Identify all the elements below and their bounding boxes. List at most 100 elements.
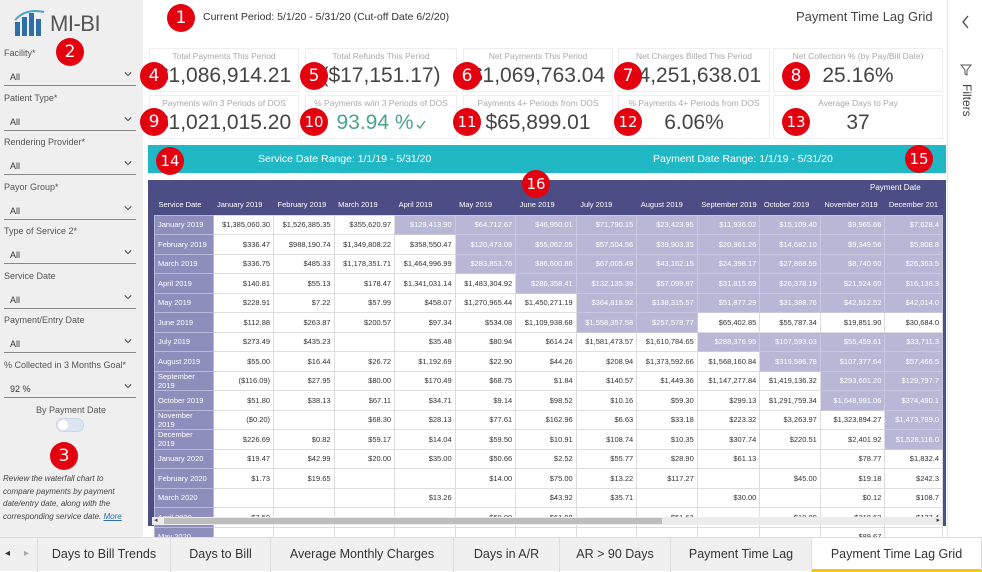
matrix-cell[interactable]: $75.00 (515, 468, 577, 489)
matrix-cell[interactable]: $226.69 (212, 429, 275, 450)
row-header[interactable]: February 2019 (154, 234, 214, 255)
matrix-cell[interactable]: $10.91 (515, 429, 577, 450)
matrix-cell[interactable]: $55.00 (212, 351, 275, 372)
more-link[interactable]: More (103, 511, 122, 521)
filter-dropdown[interactable]: All (4, 156, 136, 175)
matrix-cell[interactable]: $1,526,385.35 (273, 214, 335, 235)
matrix-cell[interactable]: $57.99 (333, 292, 396, 313)
matrix-cell[interactable]: $374,490.1 (884, 390, 943, 411)
matrix-cell[interactable]: $80.94 (454, 331, 517, 352)
matrix-cell[interactable]: $257,578.77 (636, 312, 698, 333)
filters-pane[interactable]: Filters (947, 0, 982, 537)
matrix-cell[interactable]: $35.00 (394, 448, 456, 469)
matrix-cell[interactable]: $13.26 (394, 487, 456, 508)
matrix-cell[interactable]: $1,147,277.84 (696, 370, 761, 391)
matrix-cell[interactable]: $1,419,136.32 (759, 370, 821, 391)
row-header[interactable]: April 2019 (154, 273, 214, 294)
matrix-cell[interactable]: $30.00 (696, 487, 761, 508)
matrix-cell[interactable]: ($116.09) (212, 370, 275, 391)
matrix-cell[interactable] (273, 409, 335, 430)
matrix-cell[interactable]: $35.48 (394, 331, 456, 352)
tab-prev-icon[interactable]: ◂ (5, 548, 11, 559)
matrix-cell[interactable]: $51.80 (212, 390, 275, 411)
filter-dropdown[interactable]: All (4, 201, 136, 220)
matrix-cell[interactable]: $71,790.15 (575, 214, 638, 235)
column-header[interactable]: October 2019 (763, 200, 810, 210)
matrix-cell[interactable]: $39,903.35 (636, 234, 698, 255)
row-header[interactable]: October 2019 (154, 390, 214, 411)
matrix-cell[interactable]: $57,504.56 (575, 234, 638, 255)
filter-dropdown[interactable]: All (4, 334, 136, 353)
matrix-cell[interactable]: $26,378.19 (759, 273, 821, 294)
matrix-cell[interactable]: $11,936.02 (696, 214, 761, 235)
matrix-cell[interactable]: $132,135.39 (575, 273, 638, 294)
matrix-cell[interactable]: $59.17 (333, 429, 396, 450)
matrix-cell[interactable]: $358,550.47 (394, 234, 456, 255)
matrix-cell[interactable]: $64,712.67 (454, 214, 517, 235)
matrix-cell[interactable]: $59.50 (454, 429, 517, 450)
matrix-cell[interactable]: $1,192.69 (394, 351, 456, 372)
matrix-cell[interactable]: $988,190.74 (273, 234, 335, 255)
matrix-cell[interactable]: $242.3 (884, 468, 943, 489)
matrix-cell[interactable] (759, 448, 821, 469)
matrix-cell[interactable]: $1,270,965.44 (454, 292, 517, 313)
chevron-left-icon[interactable] (961, 15, 971, 29)
matrix-cell[interactable]: $24,398.17 (696, 253, 761, 274)
scrollbar-thumb[interactable] (164, 518, 662, 524)
matrix-cell[interactable] (333, 331, 396, 352)
matrix-cell[interactable]: $98.52 (515, 390, 577, 411)
matrix-cell[interactable]: $435.23 (273, 331, 335, 352)
matrix-cell[interactable]: $19.47 (212, 448, 275, 469)
matrix-cell[interactable]: $20,961.26 (696, 234, 761, 255)
matrix-cell[interactable]: $21,524.60 (819, 273, 886, 294)
matrix-cell[interactable]: $19.65 (273, 468, 335, 489)
matrix-cell[interactable]: $23,423.95 (636, 214, 698, 235)
matrix-cell[interactable]: $2.52 (515, 448, 577, 469)
row-header[interactable]: November 2019 (154, 409, 214, 430)
matrix-cell[interactable]: $364,818.92 (575, 292, 638, 313)
matrix-cell[interactable]: $14.00 (454, 468, 517, 489)
tab[interactable]: Days in A/R (454, 538, 560, 572)
filter-dropdown[interactable]: All (4, 290, 136, 309)
column-header[interactable]: September 2019 (701, 200, 757, 210)
column-header[interactable]: November 2019 (824, 200, 878, 210)
matrix-cell[interactable]: $1,558,357.58 (575, 312, 638, 333)
matrix-cell[interactable]: $6.63 (575, 409, 638, 430)
matrix-cell[interactable]: $140.81 (212, 273, 275, 294)
matrix-cell[interactable] (273, 487, 335, 508)
matrix-cell[interactable]: $220.51 (759, 429, 821, 450)
matrix-cell[interactable]: $0.12 (819, 487, 886, 508)
matrix-cell[interactable]: $14,682.10 (759, 234, 821, 255)
matrix-cell[interactable]: $3,263.97 (759, 409, 821, 430)
matrix-cell[interactable]: $57,099.87 (636, 273, 698, 294)
matrix-cell[interactable]: $78.77 (819, 448, 886, 469)
matrix-cell[interactable]: $336.75 (212, 253, 275, 274)
matrix-cell[interactable]: $16.44 (273, 351, 335, 372)
row-header[interactable]: June 2019 (154, 312, 214, 333)
matrix-cell[interactable]: $20.00 (333, 448, 396, 469)
matrix-cell[interactable]: $1,581,473.57 (575, 331, 638, 352)
matrix-cell[interactable]: $55.13 (273, 273, 335, 294)
matrix-cell[interactable]: $1,610,784.65 (636, 331, 698, 352)
matrix-cell[interactable]: $129,413.90 (394, 214, 456, 235)
matrix-cell[interactable]: $5,808.8 (884, 234, 943, 255)
scroll-left-icon[interactable]: ◂ (154, 517, 158, 524)
matrix-cell[interactable]: $107,377.64 (819, 351, 886, 372)
tab[interactable]: Days to Bill Trends (37, 538, 171, 572)
matrix-cell[interactable]: $44.26 (515, 351, 577, 372)
matrix-cell[interactable]: $1,373,592.66 (636, 351, 698, 372)
column-header[interactable]: May 2019 (459, 200, 493, 210)
matrix-cell[interactable]: $485.33 (273, 253, 335, 274)
matrix-cell[interactable]: $534.08 (454, 312, 517, 333)
matrix-cell[interactable]: $299.13 (696, 390, 761, 411)
matrix-cell[interactable]: $1,349,808.22 (333, 234, 396, 255)
matrix-cell[interactable]: $15,109.40 (759, 214, 821, 235)
matrix-cell[interactable]: $31,815.69 (696, 273, 761, 294)
row-header[interactable]: March 2019 (154, 253, 214, 274)
matrix-cell[interactable] (212, 487, 275, 508)
matrix-cell[interactable]: $31,388.76 (759, 292, 821, 313)
matrix-cell[interactable]: $9,349.56 (819, 234, 886, 255)
matrix-cell[interactable]: $228.91 (212, 292, 275, 313)
column-header[interactable]: February 2019 (277, 200, 327, 210)
matrix-cell[interactable]: $42,512.52 (819, 292, 886, 313)
